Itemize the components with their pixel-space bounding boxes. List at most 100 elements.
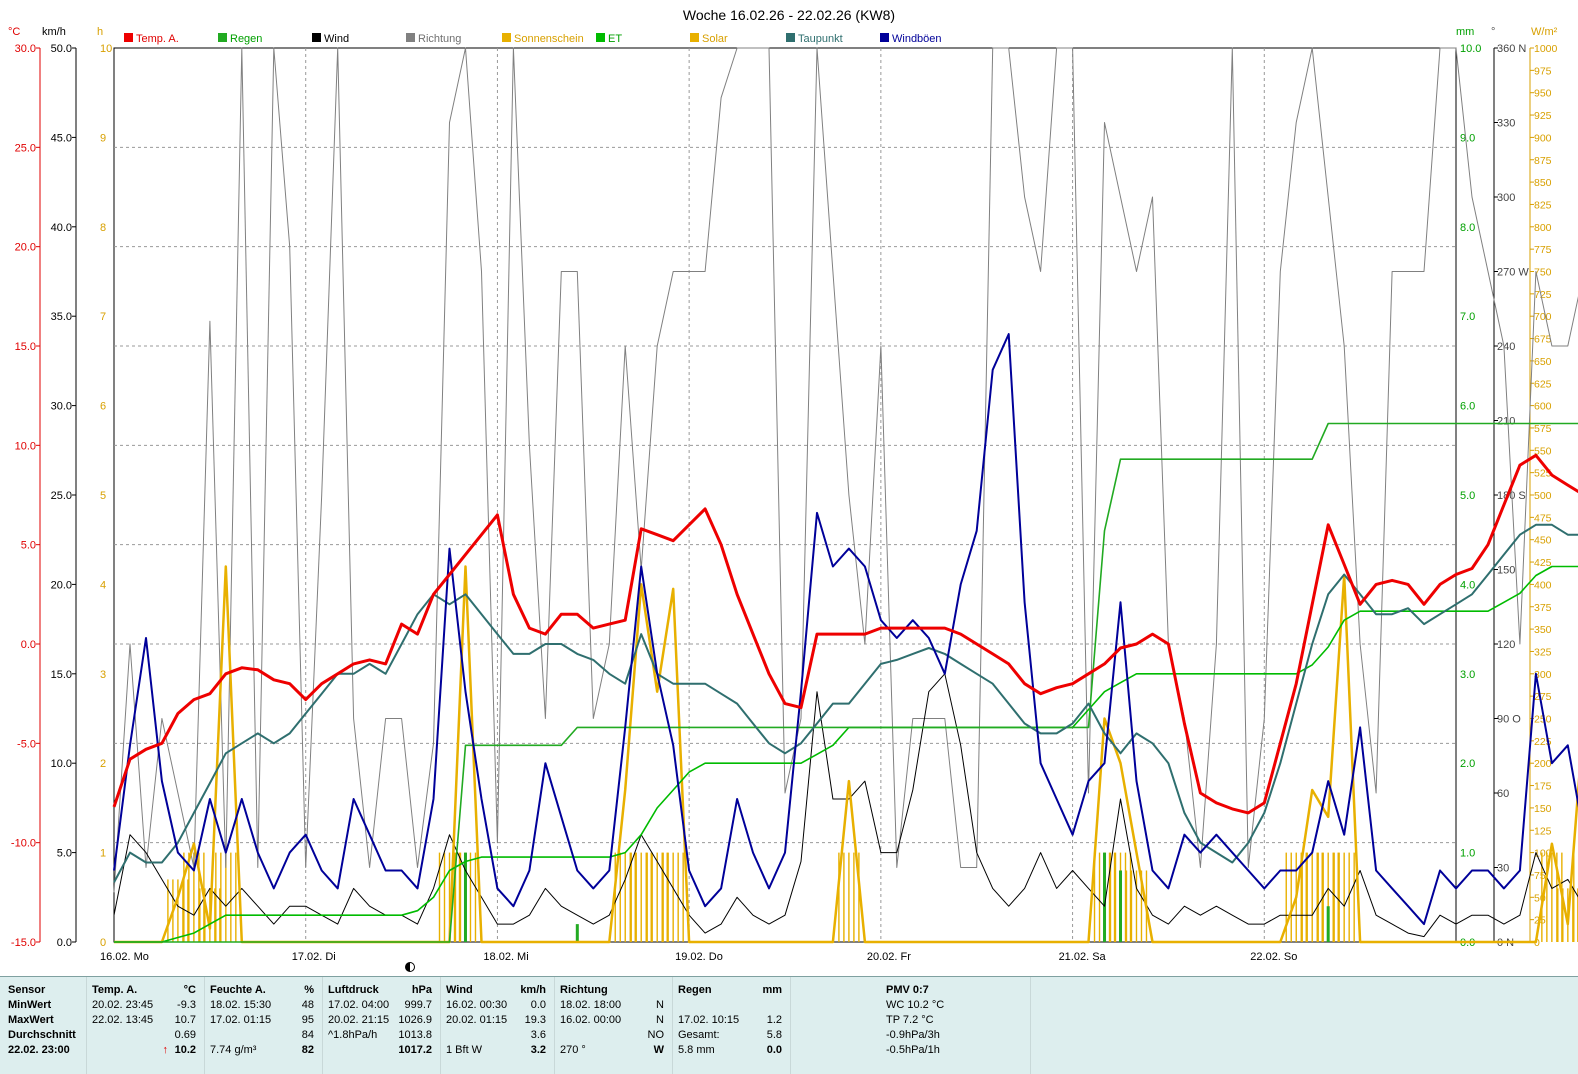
solar-tick-label: 150 <box>1534 803 1552 815</box>
solar-tick-label: 825 <box>1534 199 1552 211</box>
dir-tick-label: 300 <box>1497 192 1515 204</box>
rain-tick-label: 5.0 <box>1460 490 1475 502</box>
stats-direction-row1-value: N <box>656 1014 664 1026</box>
rain-bar <box>575 924 579 942</box>
rain-bar <box>1326 906 1330 942</box>
temp-tick-label: 20.0 <box>15 242 36 254</box>
rain-tick-label: 7.0 <box>1460 311 1475 323</box>
stats-direction-row3-value: W <box>653 1044 664 1056</box>
rain-bar <box>1103 852 1107 942</box>
rain-tick-label: 2.0 <box>1460 758 1475 770</box>
wind-gust-line <box>113 333 1578 926</box>
dir-tick-label: 270 W <box>1497 267 1529 279</box>
trend-arrow-icon: ↑ <box>162 1044 169 1056</box>
stats-pressure-column: Luftdruck hPa 17.02. 04:00 999.7 20.02. 21:1… <box>322 977 441 1074</box>
legend-swatch <box>690 33 699 42</box>
solar-tick-label: 1000 <box>1534 43 1558 55</box>
solar-tick-label: 600 <box>1534 401 1552 413</box>
weather-chart: Woche 16.02.26 - 22.02.26 (KW8) °C km/h h mm… <box>8 7 1578 972</box>
stats-pmv-column: PMV 0:7 WC 10.2 °C TP 7.2 °C -0.9hPa/3h -0.5… <box>790 977 1031 1074</box>
legend-swatch <box>880 33 889 42</box>
stats-temp-row1-label: 22.02. 13:45 <box>92 1014 154 1026</box>
solar-unit-label: W/m² <box>1531 26 1558 38</box>
stats-wind-header: Wind <box>446 984 473 996</box>
solar-tick-label: 875 <box>1534 155 1552 167</box>
stats-temp-row0-label: 20.02. 23:45 <box>92 999 154 1011</box>
wind-tick-label: 50.0 <box>51 43 72 55</box>
stats-rain-row3-value: 0.0 <box>766 1044 782 1056</box>
solar-tick-label: 975 <box>1534 65 1552 77</box>
legend-swatch <box>502 33 511 42</box>
sun-tick-label: 5 <box>100 490 106 502</box>
stats-avg-label: Durchschnitt <box>8 1029 76 1041</box>
legend-item-2: Wind <box>312 33 349 45</box>
stats-humidity-row0-value: 48 <box>301 999 314 1011</box>
moon-phase-icon <box>405 962 415 972</box>
stats-pressure-row1-value: 1026.9 <box>398 1014 432 1026</box>
stats-pressure-row1-label: 20.02. 21:15 <box>328 1014 390 1026</box>
stats-direction-header: Richtung <box>560 984 608 996</box>
stats-wind-row1-label: 20.02. 01:15 <box>446 1014 508 1026</box>
legend-swatch <box>406 33 415 42</box>
stats-rain-header: Regen <box>678 984 712 996</box>
stats-pressure-row0-value: 999.7 <box>404 999 432 1011</box>
stats-pressure-header: Luftdruck <box>328 984 379 996</box>
solar-tick-label: 375 <box>1534 602 1552 614</box>
wind-tick-label: 30.0 <box>51 401 72 413</box>
sun-tick-label: 6 <box>100 401 106 413</box>
stats-rain-row3-label: 5.8 mm <box>678 1044 715 1056</box>
sun-unit-label: h <box>97 26 103 38</box>
rain-unit-label: mm <box>1456 26 1474 38</box>
stats-wind-row1-value: 19.3 <box>524 1014 546 1026</box>
wind-unit-label: km/h <box>42 26 66 38</box>
legend-label: Solar <box>702 33 728 45</box>
sun-tick-label: 9 <box>100 132 106 144</box>
temp-tick-label: -10.0 <box>11 838 36 850</box>
legend-item-4: Sonnenschein <box>502 33 584 45</box>
solar-tick-label: 650 <box>1534 356 1552 368</box>
day-label: 18.02. Mi <box>483 951 528 963</box>
solar-tick-label: 775 <box>1534 244 1552 256</box>
moon-dark-half <box>405 962 410 972</box>
dir-tick-label: 90 O <box>1497 714 1521 726</box>
dir-unit-label: ° <box>1491 26 1495 38</box>
temp-tick-label: 30.0 <box>15 43 36 55</box>
stats-rain-unit: mm <box>762 984 782 996</box>
day-label: 20.02. Fr <box>867 951 911 963</box>
temp-tick-label: -5.0 <box>17 738 36 750</box>
legend-item-6: Solar <box>690 33 728 45</box>
stats-humidity-row0-label: 18.02. 15:30 <box>210 999 272 1011</box>
solar-tick-label: 325 <box>1534 646 1552 658</box>
stats-pressure-row0-label: 17.02. 04:00 <box>328 999 390 1011</box>
stats-temp-row2-value: 0.69 <box>174 1029 196 1041</box>
wind-tick-label: 35.0 <box>51 311 72 323</box>
dewpoint-line <box>113 523 1578 883</box>
dir-tick-label: 330 <box>1497 118 1515 130</box>
chart-title: Woche 16.02.26 - 22.02.26 (KW8) <box>683 7 895 23</box>
legend-item-7: Taupunkt <box>786 33 843 45</box>
rain-tick-label: 1.0 <box>1460 848 1475 860</box>
sun-tick-label: 1 <box>100 848 106 860</box>
stats-wind-row3-label: 1 Bft W <box>446 1044 483 1056</box>
solar-tick-label: 200 <box>1534 758 1552 770</box>
solar-tick-label: 925 <box>1534 110 1552 122</box>
legend-swatch <box>786 33 795 42</box>
temp-tick-label: -15.0 <box>11 937 36 949</box>
solar-tick-label: 500 <box>1534 490 1552 502</box>
solar-tick-label: 50 <box>1534 892 1546 904</box>
wind-tick-label: 10.0 <box>51 758 72 770</box>
stats-temp-unit: °C <box>183 984 196 996</box>
rain-bar <box>463 852 467 942</box>
stats-pressure-unit: hPa <box>411 984 432 996</box>
solar-tick-label: 575 <box>1534 423 1552 435</box>
sun-tick-label: 7 <box>100 311 106 323</box>
stats-direction-row1-label: 16.02. 00:00 <box>560 1014 622 1026</box>
dir-tick-label: 240 <box>1497 341 1515 353</box>
wind-tick-label: 25.0 <box>51 490 72 502</box>
legend-item-5: ET <box>596 33 622 45</box>
legend-item-0: Temp. A. <box>124 33 179 45</box>
solar-tick-label: 300 <box>1534 669 1552 681</box>
stats-humidity-header: Feuchte A. <box>210 984 266 996</box>
wind-tick-label: 40.0 <box>51 222 72 234</box>
solar-tick-label: 950 <box>1534 88 1552 100</box>
